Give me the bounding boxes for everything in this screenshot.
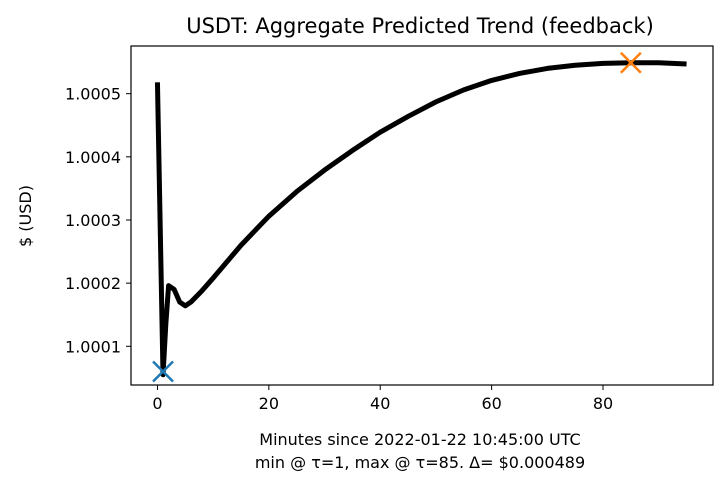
x-axis-label: Minutes since 2022-01-22 10:45:00 UTC (259, 430, 580, 449)
plot-area: 0 20 40 60 80 1.0001 1.0002 1.0003 1.0004 1.0005 (65, 45, 714, 413)
x-tick-label-1: 20 (259, 394, 279, 413)
y-axis-label: $ (USD) (16, 185, 35, 247)
plot-frame (130, 45, 714, 386)
min-marker (152, 360, 174, 383)
x-axis-sublabel: min @ τ=1, max @ τ=85. Δ= $0.000489 (255, 453, 585, 472)
series-line-0 (154, 60, 687, 378)
x-tick-label-3: 60 (481, 394, 501, 413)
chart-title: USDT: Aggregate Predicted Trend (feedbac… (186, 14, 654, 38)
y-tick-label-4: 1.0005 (65, 85, 121, 104)
y-tick-label-0: 1.0001 (65, 337, 121, 356)
y-tick-label-2: 1.0003 (65, 211, 121, 230)
max-marker (619, 51, 642, 74)
y-tick-label-1: 1.0002 (65, 274, 121, 293)
x-tick-label-4: 80 (593, 394, 613, 413)
x-tick-label-0: 0 (152, 394, 162, 413)
y-tick-label-3: 1.0004 (65, 148, 121, 167)
x-tick-label-2: 40 (370, 394, 390, 413)
